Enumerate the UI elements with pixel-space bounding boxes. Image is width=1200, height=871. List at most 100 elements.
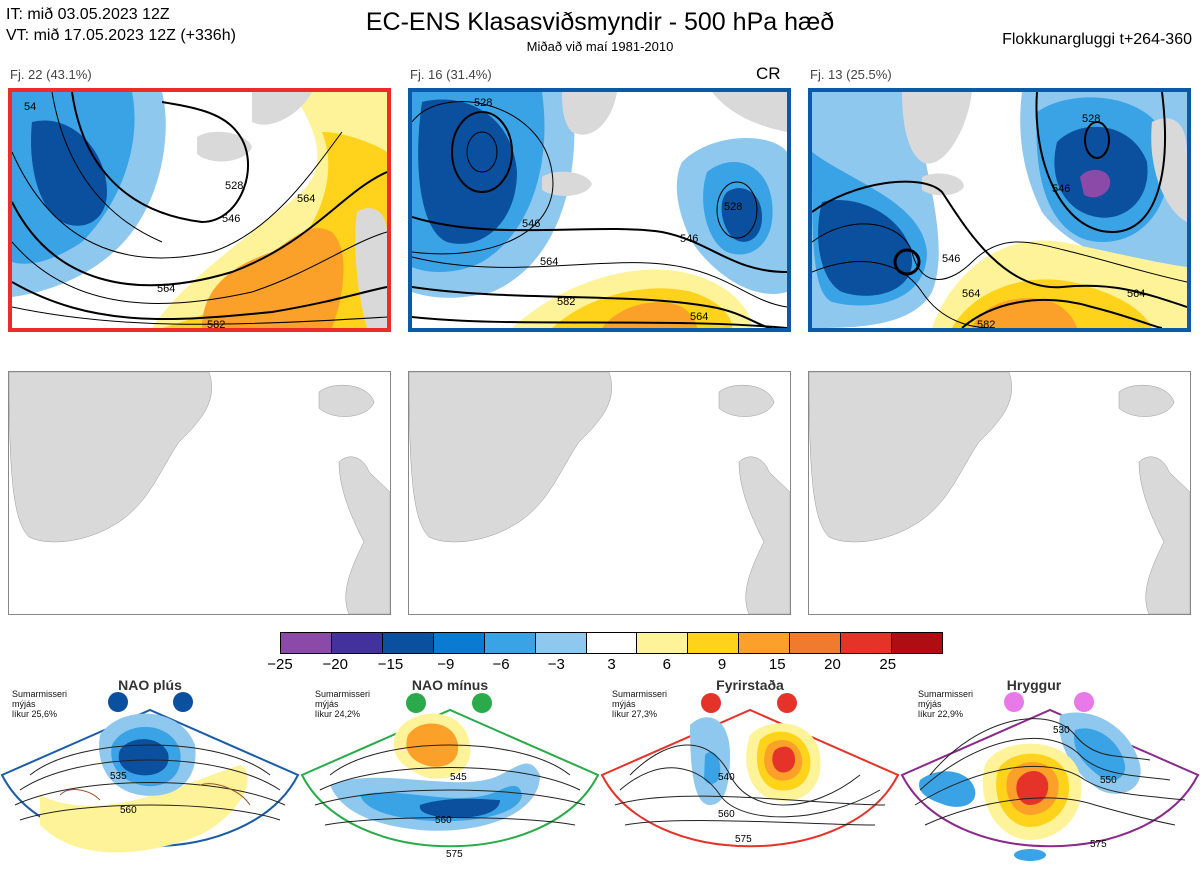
land-iceland	[1118, 385, 1175, 417]
contour-label-7: 528	[724, 201, 742, 213]
cluster-3-map: 528 546 546 564 564 582	[808, 88, 1191, 332]
regime-contours	[614, 744, 886, 826]
cluster-2-svg: 528 546 564 582 564 546 528	[412, 92, 787, 328]
cluster-window: Flokkunargluggi t+264-360	[1002, 31, 1192, 48]
regime-season: Sumarmisseri	[315, 689, 371, 699]
colorbar-swatch	[586, 633, 638, 653]
regime-probability: líkur 25,6%	[12, 709, 58, 719]
colorbar-tick-label: 6	[662, 656, 671, 673]
cluster-1-svg: 528 546 564 564 582 54	[12, 92, 387, 328]
regime-marker-dot	[472, 693, 492, 713]
land-greenland	[562, 92, 617, 135]
colorbar-swatch	[841, 633, 893, 653]
regime-smoothing: mýjás	[12, 699, 36, 709]
regime-meta: Sumarmisseri mýjás líkur 27,3%	[612, 689, 667, 719]
anomaly-orange	[202, 228, 344, 328]
contour-label-3: 564	[297, 193, 315, 205]
anomaly-blue-dark	[419, 798, 500, 818]
regime-contour-label: 535	[110, 771, 127, 782]
regime-contours	[314, 744, 586, 826]
colorbar-swatch	[281, 633, 332, 653]
regime-contour-label: 540	[718, 772, 735, 783]
regime-season: Sumarmisseri	[12, 689, 68, 699]
basemap-1-svg	[9, 372, 390, 614]
regime-nao-plus: NAO plús Sumarmisseri mýjás líkur 25,6% …	[0, 675, 300, 871]
regime-contour-label: 575	[1090, 839, 1107, 850]
contour-label-6: 54	[24, 101, 36, 113]
cluster-1-label: Fj. 22 (43.1%)	[10, 67, 92, 82]
regime-marker-dot	[108, 692, 128, 712]
colorbar-swatch	[535, 633, 587, 653]
regime-contour-label: 575	[446, 849, 463, 860]
page-title: EC-ENS Klasasviðsmyndir - 500 hPa hæð	[365, 8, 835, 36]
regime-probability: líkur 22,9%	[918, 709, 964, 719]
contour-label-3: 546	[942, 253, 960, 265]
cluster-3-svg: 528 546 546 564 564 582	[812, 92, 1187, 328]
height-contours	[12, 92, 387, 325]
regime-contour-label: 550	[1100, 775, 1117, 786]
colorbar-swatch	[892, 633, 942, 653]
land-scandinavia	[1151, 118, 1187, 222]
regimes-row: NAO plús Sumarmisseri mýjás líkur 25,6% …	[0, 675, 1200, 871]
colorbar-tick-label: −25	[267, 656, 293, 673]
regime-meta: Sumarmisseri mýjás líkur 24,2%	[315, 689, 370, 719]
regime-meta: Sumarmisseri mýjás líkur 25,6%	[12, 689, 67, 719]
colorbar-swatch	[433, 633, 485, 653]
anomaly-blue-mid	[704, 751, 721, 784]
land-europe	[338, 456, 390, 614]
cluster-1-map: 528 546 564 564 582 54	[8, 88, 391, 332]
anomaly-orange	[602, 302, 697, 328]
contour-label-5: 564	[690, 311, 708, 323]
height-contours	[812, 92, 1187, 328]
contour-label-5: 582	[207, 319, 225, 328]
regime-title: Fyrirstaða	[716, 677, 784, 693]
colorbar-swatch	[637, 633, 689, 653]
regime-smoothing: mýjás	[918, 699, 942, 709]
regime-contour-label: 560	[718, 809, 735, 820]
colorbar-tick-label: 9	[717, 656, 727, 673]
regime-title: Hryggur	[1006, 677, 1062, 693]
contour-label-1: 528	[225, 180, 243, 192]
regime-ridge: Hryggur Sumarmisseri mýjás líkur 22,9% 5…	[900, 675, 1200, 871]
regime-4-svg: 530 550 575	[900, 692, 1200, 861]
regime-contour-label: 575	[735, 834, 752, 845]
colorbar-swatch	[484, 633, 536, 653]
colorbar-tick-label: 3	[607, 656, 616, 673]
regime-nao-minus: NAO mínus Sumarmisseri mýjás líkur 24,2%…	[300, 675, 600, 871]
cluster-3-label: Fj. 13 (25.5%)	[810, 67, 892, 82]
land-iceland	[718, 385, 775, 417]
regime-marker-dot	[1004, 692, 1024, 712]
colorbar-swatch	[688, 633, 740, 653]
regime-contour-label: 560	[120, 805, 137, 816]
colorbar-tick-label: −15	[377, 656, 404, 673]
basemap-1	[8, 371, 391, 615]
anomaly-blue-dark	[418, 99, 517, 244]
valid-time: VT: mið 17.05.2023 12Z (+336h)	[6, 27, 236, 44]
regime-2-svg: 545 560 575	[300, 693, 600, 860]
land-iceland	[318, 385, 375, 417]
regime-season: Sumarmisseri	[918, 689, 974, 699]
regime-title: NAO mínus	[411, 677, 489, 693]
contour-label-5: 564	[1127, 288, 1145, 300]
anomaly-blue-south	[1014, 849, 1046, 861]
regime-probability: líkur 27,3%	[612, 709, 658, 719]
regime-marker-dot	[701, 693, 721, 713]
anomaly-red	[1016, 770, 1049, 805]
colorbar-swatch	[790, 633, 842, 653]
basemap-3	[808, 371, 1191, 615]
regime-marker-dot	[173, 692, 193, 712]
colorbar-tick-label: 20	[824, 656, 841, 673]
colorbar-swatch	[739, 633, 791, 653]
regime-contours	[14, 744, 286, 821]
cluster-2-badge: CR	[756, 64, 781, 83]
regime-marker-dot	[1074, 692, 1094, 712]
colorbar-tick-label: −20	[322, 656, 348, 673]
contour-label-2: 546	[222, 213, 240, 225]
regime-1-svg: 535 560	[0, 692, 300, 853]
regime-smoothing: mýjás	[315, 699, 339, 709]
land-scandinavia	[355, 208, 387, 328]
header-left: IT: mið 03.05.2023 12Z VT: mið 17.05.202…	[6, 4, 236, 46]
contour-label-3: 564	[540, 256, 558, 268]
anomaly-purple	[1080, 169, 1111, 198]
anomaly-yellow	[40, 765, 248, 853]
